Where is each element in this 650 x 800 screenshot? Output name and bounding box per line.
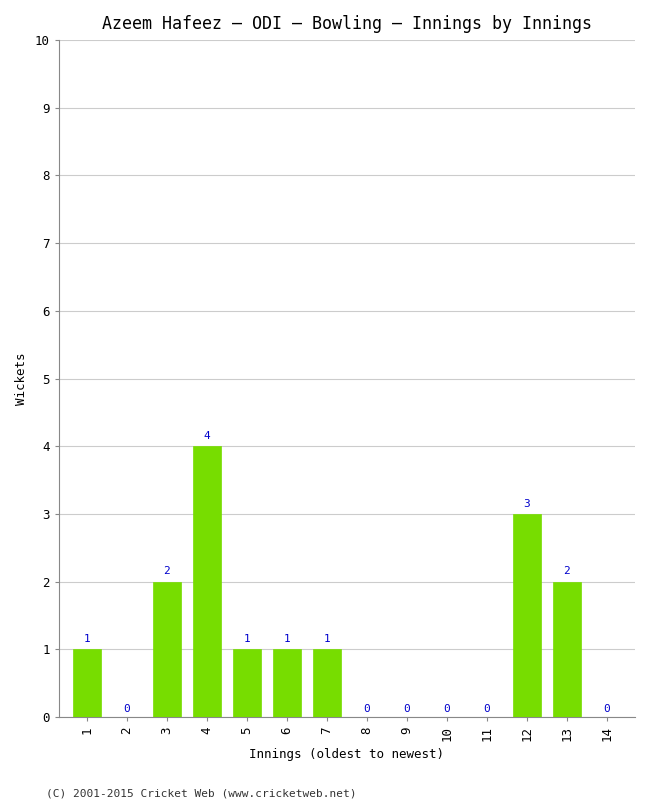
Text: 2: 2: [164, 566, 170, 576]
Text: 1: 1: [84, 634, 90, 644]
Text: 1: 1: [244, 634, 250, 644]
Text: (C) 2001-2015 Cricket Web (www.cricketweb.net): (C) 2001-2015 Cricket Web (www.cricketwe…: [46, 788, 356, 798]
Text: 0: 0: [484, 704, 490, 714]
Text: 0: 0: [124, 704, 131, 714]
Bar: [233, 650, 261, 717]
Text: 1: 1: [324, 634, 330, 644]
Bar: [313, 650, 341, 717]
Bar: [153, 582, 181, 717]
Text: 0: 0: [443, 704, 450, 714]
Bar: [273, 650, 301, 717]
Text: 0: 0: [604, 704, 610, 714]
Text: 3: 3: [524, 498, 530, 509]
X-axis label: Innings (oldest to newest): Innings (oldest to newest): [250, 748, 445, 761]
Bar: [193, 446, 221, 717]
Text: 0: 0: [363, 704, 370, 714]
Text: 2: 2: [564, 566, 570, 576]
Text: 1: 1: [283, 634, 291, 644]
Y-axis label: Wickets: Wickets: [15, 352, 28, 405]
Title: Azeem Hafeez – ODI – Bowling – Innings by Innings: Azeem Hafeez – ODI – Bowling – Innings b…: [102, 15, 592, 33]
Bar: [553, 582, 581, 717]
Bar: [513, 514, 541, 717]
Bar: [73, 650, 101, 717]
Text: 0: 0: [404, 704, 410, 714]
Text: 4: 4: [203, 431, 211, 441]
